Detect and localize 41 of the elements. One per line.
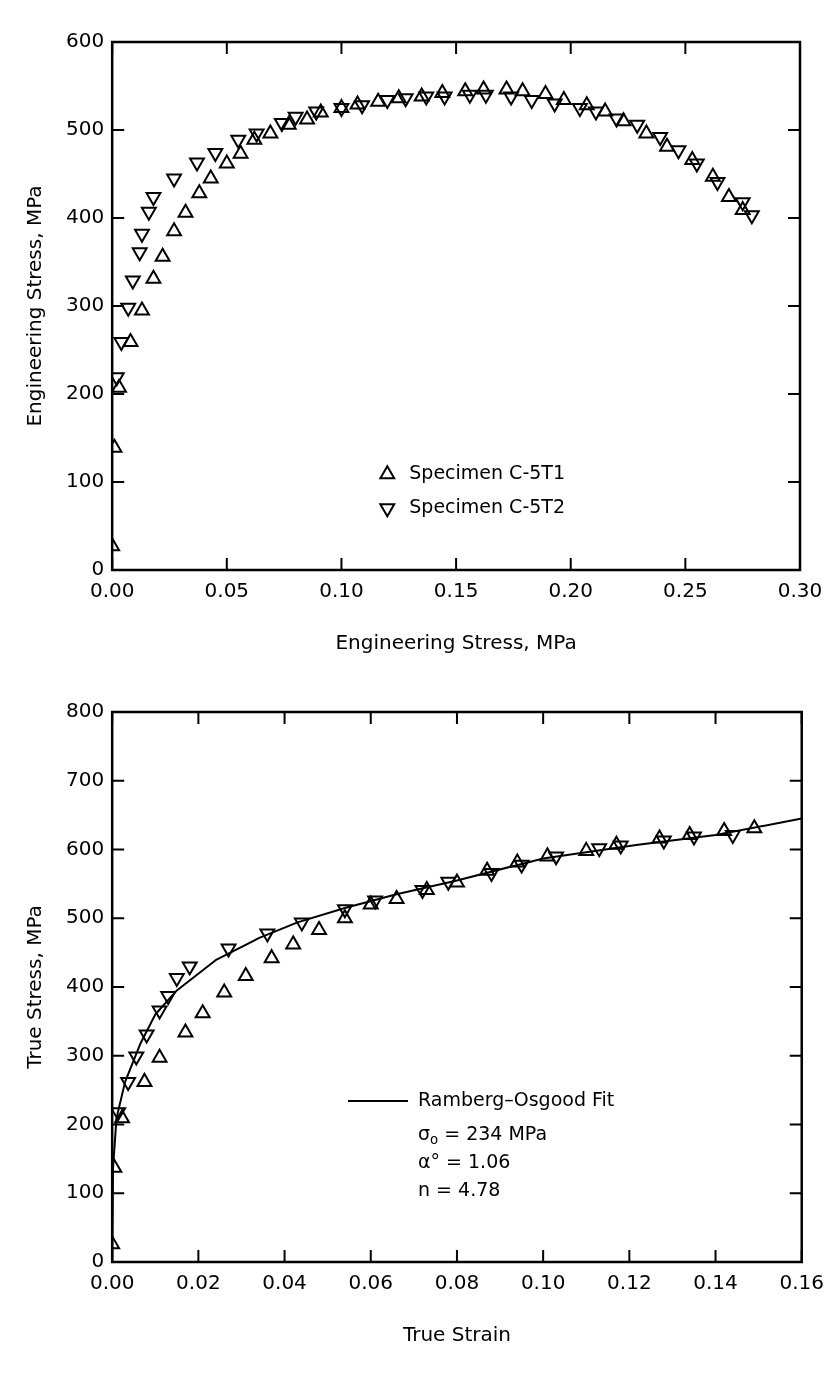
annotation: n = 4.78 [418,1177,501,1200]
x-tick-label: 0.15 [433,578,479,603]
y-tick-label: 700 [65,766,105,791]
x-tick-label: 0.05 [204,578,250,603]
y-tick-label: 600 [65,28,105,53]
x-tick-label: 0.14 [693,1270,738,1295]
x-tick-label: 0.10 [319,578,364,603]
y-tick-label: 300 [65,1041,105,1066]
y-tick-label: 100 [65,1179,105,1204]
x-tick-label: 0.25 [663,578,708,603]
y-axis-title: Engineering Stress, MPa [22,185,47,427]
y-tick-label: 200 [65,380,105,405]
x-tick-label: 0.00 [89,578,135,603]
y-tick-label: 600 [65,835,105,860]
x-tick-label: 0.12 [607,1270,652,1295]
y-tick-label: 500 [65,116,105,141]
annotation: α° = 1.06 [418,1149,511,1172]
x-tick-label: 0.06 [348,1270,394,1295]
x-tick-label: 0.08 [434,1270,480,1295]
y-tick-label: 0 [91,556,105,581]
y-tick-label: 400 [65,973,105,998]
x-tick-label: 0.10 [520,1270,566,1295]
x-tick-label: 0.30 [777,578,823,603]
y-tick-label: 800 [65,698,105,723]
x-tick-label: 0.20 [548,578,593,603]
y-tick-label: 400 [65,204,105,229]
y-tick-label: 500 [65,904,105,929]
legend-label: Specimen C-5T2 [409,495,566,518]
y-tick-label: 0 [91,1248,105,1273]
x-tick-label: 0.16 [779,1270,824,1295]
x-axis-title: True Strain [401,1322,511,1347]
y-tick-label: 200 [65,1110,105,1135]
y-tick-label: 100 [65,468,105,493]
legend-label: Specimen C-5T1 [409,461,566,484]
x-tick-label: 0.02 [176,1270,221,1295]
x-tick-label: 0.00 [89,1270,135,1295]
x-axis-title: Engineering Stress, MPa [335,630,577,655]
y-tick-label: 300 [65,292,105,317]
x-tick-label: 0.04 [262,1270,307,1295]
legend-label: Ramberg–Osgood Fit [418,1087,615,1110]
y-axis-title: True Stress, MPa [22,905,47,1070]
